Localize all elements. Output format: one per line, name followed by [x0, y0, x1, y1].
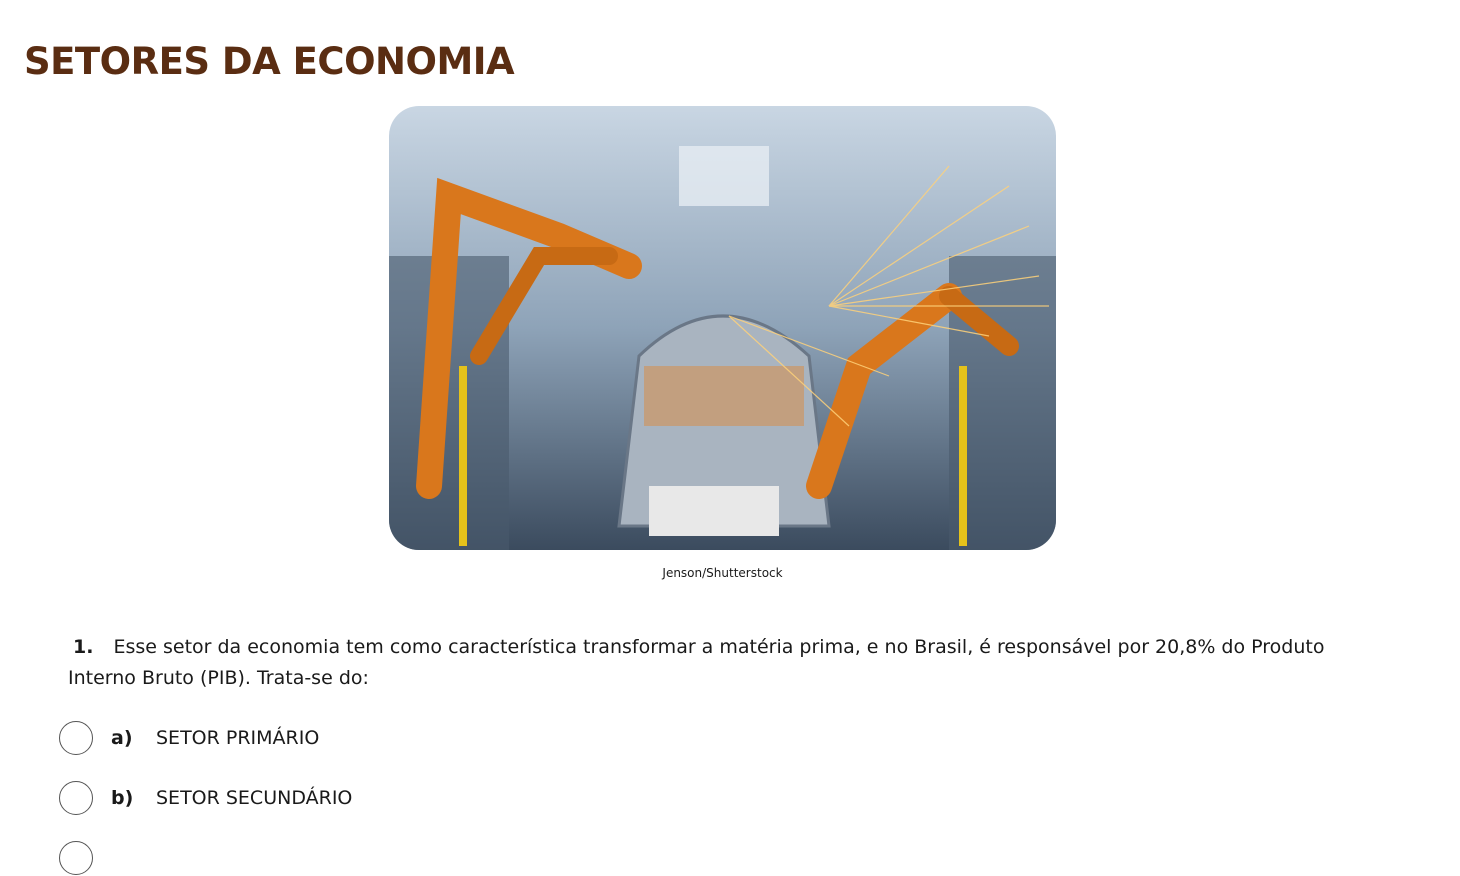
- question-text: Esse setor da economia tem como caracter…: [68, 636, 1325, 689]
- question: 1. Esse setor da economia tem como caract…: [68, 632, 1398, 694]
- option[interactable]: b) SETOR SECUNDÁRIO: [59, 780, 352, 816]
- option[interactable]: [59, 840, 111, 876]
- option-text: SETOR PRIMÁRIO: [156, 727, 320, 749]
- page: SETORES DA ECONOMIA: [24, 40, 1398, 875]
- option-letter: b): [111, 787, 134, 809]
- photo-illustration: [389, 106, 1056, 550]
- factory-photo: [389, 106, 1056, 550]
- image-credit: Jenson/Shutterstock: [662, 566, 783, 580]
- radio-button[interactable]: [59, 841, 93, 875]
- option[interactable]: a) SETOR PRIMÁRIO: [59, 720, 319, 756]
- option-letter: a): [111, 727, 133, 749]
- page-title: SETORES DA ECONOMIA: [24, 40, 515, 83]
- question-number: 1.: [73, 636, 94, 658]
- radio-button[interactable]: [59, 721, 93, 755]
- radio-button[interactable]: [59, 781, 93, 815]
- option-text: SETOR SECUNDÁRIO: [156, 787, 353, 809]
